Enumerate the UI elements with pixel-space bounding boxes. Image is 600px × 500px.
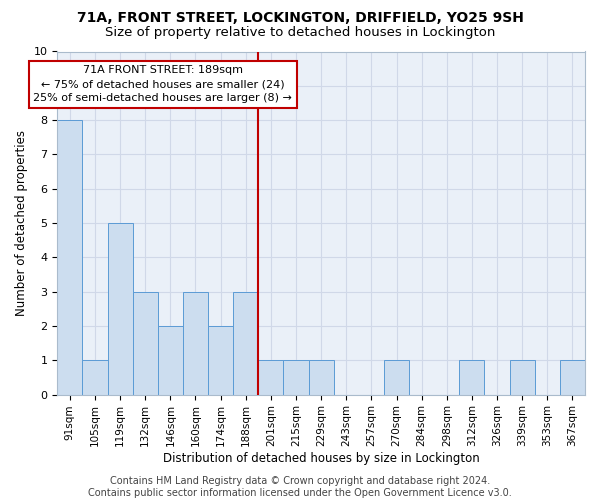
Bar	[158, 326, 183, 394]
Bar	[560, 360, 585, 394]
Bar	[107, 223, 133, 394]
Text: Contains HM Land Registry data © Crown copyright and database right 2024.
Contai: Contains HM Land Registry data © Crown c…	[88, 476, 512, 498]
Bar	[183, 292, 208, 395]
Bar	[57, 120, 82, 394]
Bar	[82, 360, 107, 394]
Bar	[460, 360, 484, 394]
Bar	[283, 360, 308, 394]
Y-axis label: Number of detached properties: Number of detached properties	[15, 130, 28, 316]
Bar	[208, 326, 233, 394]
Bar	[133, 292, 158, 395]
Bar	[509, 360, 535, 394]
X-axis label: Distribution of detached houses by size in Lockington: Distribution of detached houses by size …	[163, 452, 479, 465]
Bar	[308, 360, 334, 394]
Text: 71A FRONT STREET: 189sqm
← 75% of detached houses are smaller (24)
25% of semi-d: 71A FRONT STREET: 189sqm ← 75% of detach…	[34, 65, 292, 103]
Bar	[384, 360, 409, 394]
Text: Size of property relative to detached houses in Lockington: Size of property relative to detached ho…	[105, 26, 495, 39]
Bar	[233, 292, 259, 395]
Text: 71A, FRONT STREET, LOCKINGTON, DRIFFIELD, YO25 9SH: 71A, FRONT STREET, LOCKINGTON, DRIFFIELD…	[77, 11, 523, 25]
Bar	[259, 360, 283, 394]
